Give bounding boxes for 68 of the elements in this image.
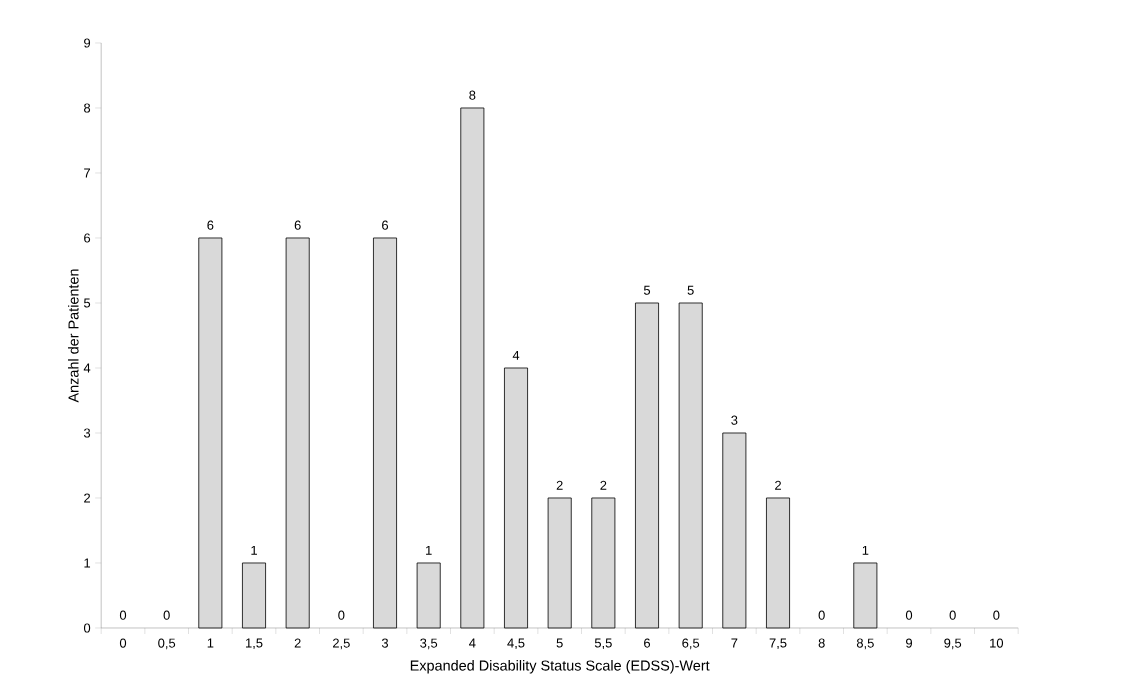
data-label: 0 [905,610,913,620]
y-tick-label: 3 [83,428,91,438]
x-tick-label: 4 [469,638,476,648]
x-tick-label: 8,5 [856,638,874,650]
x-tick-label: 1,5 [245,638,263,650]
x-tick-label: 6,5 [682,638,700,650]
x-tick-label: 3,5 [420,638,438,650]
data-label: 2 [600,480,607,490]
bar [416,562,441,629]
bar [460,107,485,629]
x-tick-label: 1 [207,638,214,648]
data-label: 0 [949,610,956,620]
x-tick-label: 9,5 [944,638,962,650]
bar [591,497,616,629]
data-label: 2 [775,480,781,490]
x-tick-label: 2 [294,638,301,648]
data-label: 0 [993,610,1000,620]
data-label: 5 [687,285,694,295]
bar [285,237,310,629]
bar [504,367,528,629]
x-tick-label: 5,5 [594,638,612,650]
data-label: 1 [426,545,432,555]
bar [722,432,747,629]
x-tick-label: 6 [644,638,651,648]
data-label: 8 [469,90,476,100]
x-axis-title: Expanded Disability Status Scale (EDSS)-Wert [410,660,710,674]
bar [242,562,266,629]
y-tick-label: 2 [84,493,90,503]
bar [766,497,790,629]
data-label: 6 [382,220,389,230]
x-tick-label: 10 [990,638,1004,648]
data-label: 5 [643,285,651,295]
y-tick-label: 9 [84,38,91,48]
x-tick-label: 2,5 [333,638,350,650]
data-label: 2 [556,480,563,490]
x-tick-label: 3 [381,638,389,648]
x-tick-label: 8 [818,638,825,648]
data-label: 0 [163,610,170,620]
x-tick-label: 0 [119,638,127,648]
data-label: 3 [731,415,738,425]
y-tick-label: 6 [84,233,91,243]
y-tick-label: 1 [84,558,91,568]
y-axis-title: Anzahl der Patienten [68,269,79,403]
bar [635,302,659,629]
x-tick-label: 7 [731,638,738,648]
x-tick-label: 9 [906,638,913,648]
x-tick-label: 7,5 [769,638,787,650]
bar [547,497,572,629]
data-label: 6 [294,220,301,230]
data-label: 0 [338,610,345,620]
x-tick-label: 5 [556,638,563,648]
y-tick-label: 8 [84,103,91,113]
bar [678,302,703,629]
y-tick-label: 0 [83,623,91,633]
y-tick-label: 4 [83,363,91,373]
data-label: 0 [119,610,127,620]
y-tick-label: 5 [83,298,91,308]
data-label: 6 [207,220,214,230]
bar [373,237,397,629]
bar [853,562,878,629]
bar [198,237,223,629]
data-label: 1 [251,545,257,555]
x-tick-label: 0,5 [158,638,176,650]
x-tick-label: 4,5 [507,638,525,650]
data-label: 4 [512,350,520,360]
data-label: 1 [862,545,869,555]
y-tick-label: 7 [84,168,90,178]
data-label: 0 [818,610,825,620]
